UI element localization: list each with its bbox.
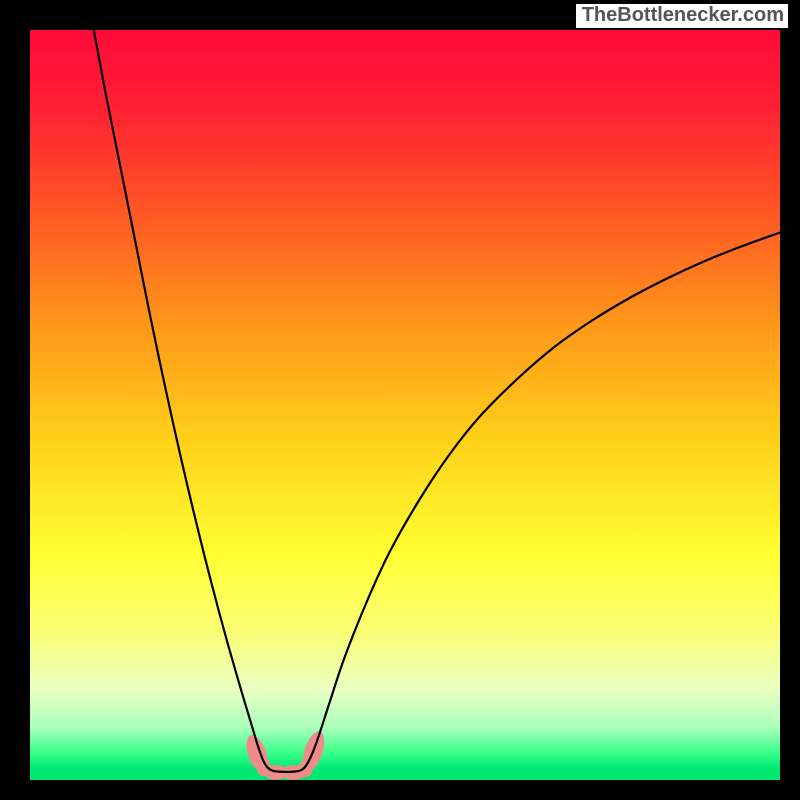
bottleneck-chart — [30, 30, 780, 780]
gradient-background — [30, 30, 780, 780]
chart-frame: TheBottlenecker.com — [0, 0, 800, 800]
watermark-label: TheBottlenecker.com — [576, 4, 788, 28]
